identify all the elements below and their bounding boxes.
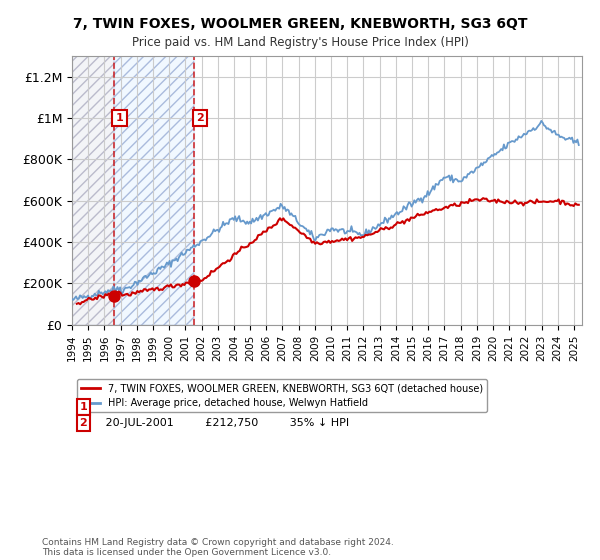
Bar: [72, 56, 114, 325]
Bar: [72, 56, 114, 325]
Text: 1: 1: [79, 402, 87, 412]
Text: 1: 1: [116, 113, 124, 123]
Text: 2: 2: [79, 418, 87, 428]
Legend: 7, TWIN FOXES, WOOLMER GREEN, KNEBWORTH, SG3 6QT (detached house), HPI: Average : 7, TWIN FOXES, WOOLMER GREEN, KNEBWORTH,…: [77, 379, 487, 412]
Bar: [114, 56, 194, 325]
Bar: [114, 56, 194, 325]
Text: 2: 2: [196, 113, 203, 123]
Text: 20-JUL-2001         £212,750         35% ↓ HPI: 20-JUL-2001 £212,750 35% ↓ HPI: [95, 418, 349, 428]
Text: Contains HM Land Registry data © Crown copyright and database right 2024.
This d: Contains HM Land Registry data © Crown c…: [42, 538, 394, 557]
Text: 09-AUG-1996         £139,000         18% ↓ HPI: 09-AUG-1996 £139,000 18% ↓ HPI: [95, 402, 355, 412]
Text: Price paid vs. HM Land Registry's House Price Index (HPI): Price paid vs. HM Land Registry's House …: [131, 36, 469, 49]
Text: 7, TWIN FOXES, WOOLMER GREEN, KNEBWORTH, SG3 6QT: 7, TWIN FOXES, WOOLMER GREEN, KNEBWORTH,…: [73, 17, 527, 31]
